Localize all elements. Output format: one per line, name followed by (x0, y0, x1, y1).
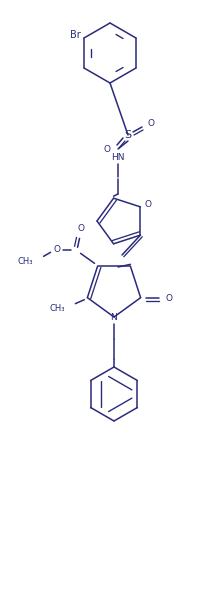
Text: N: N (111, 314, 117, 323)
Text: O: O (148, 119, 154, 128)
Text: O: O (77, 224, 84, 233)
Text: O: O (165, 294, 172, 303)
Text: CH₃: CH₃ (18, 257, 33, 266)
Text: Br: Br (70, 30, 80, 40)
Text: S: S (125, 130, 132, 140)
Text: O: O (53, 245, 60, 254)
Text: HN: HN (111, 152, 125, 161)
Text: CH₃: CH₃ (50, 304, 65, 313)
Text: O: O (145, 200, 152, 209)
Text: O: O (103, 146, 111, 155)
